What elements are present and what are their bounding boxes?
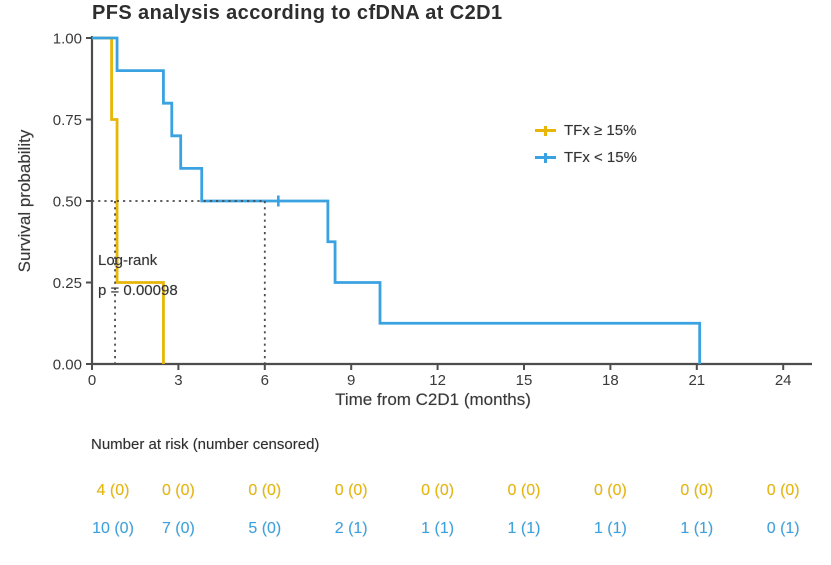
chart-title: PFS analysis according to cfDNA at C2D1 (92, 2, 503, 24)
risk-cell: 1 (1) (507, 520, 541, 537)
x-tick-label: 0 (88, 372, 96, 389)
risk-cell: 1 (1) (680, 520, 714, 537)
risk-cell: 0 (0) (507, 482, 541, 499)
legend-item-tfx-high: TFx ≥ 15% (535, 117, 637, 144)
legend-line-plus-icon (535, 152, 556, 163)
risk-cell: 1 (1) (593, 520, 627, 537)
risk-cell: 7 (0) (161, 520, 195, 537)
risk-cell: 0 (0) (766, 482, 800, 499)
risk-cell: 0 (0) (248, 482, 282, 499)
km-curve-tfx-high (92, 36, 165, 364)
legend-censor-tick (544, 125, 547, 136)
x-tick-label: 24 (775, 372, 792, 389)
x-tick-label: 18 (602, 372, 619, 389)
logrank-annotation: Log-rank p = 0.00098 (98, 252, 178, 312)
x-tick-label: 6 (261, 372, 269, 389)
pvalue-label: p = 0.00098 (98, 282, 178, 299)
risk-cell: 5 (0) (248, 520, 282, 537)
legend-line-plus-icon (535, 125, 556, 136)
legend-item-tfx-low: TFx < 15% (535, 144, 637, 171)
risk-cell: 4 (0) (96, 482, 130, 499)
risk-cell: 0 (0) (593, 482, 627, 499)
x-tick-label: 21 (688, 372, 705, 389)
risk-cell: 10 (0) (92, 520, 134, 537)
risk-row-tfx-low: 10 (0) 7 (0) 5 (0) 2 (1) 1 (1) 1 (1) 1 (1) 1 (1… (0, 520, 831, 540)
legend-label: TFx < 15% (564, 149, 637, 166)
logrank-label: Log-rank (98, 252, 158, 269)
x-axis-title: Time from C2D1 (months) (335, 390, 531, 409)
y-tick-label: 0.75 (53, 112, 82, 129)
y-tick-label: 0.50 (53, 194, 82, 211)
y-tick-label: 1.00 (53, 31, 82, 48)
km-curve-tfx-low (92, 36, 702, 364)
risk-row-tfx-high: 4 (0) 0 (0) 0 (0) 0 (0) 0 (0) 0 (0) 0 (0) 0 (0)… (0, 482, 831, 502)
x-tick-label: 9 (347, 372, 355, 389)
x-tick-label: 3 (174, 372, 182, 389)
legend-censor-tick (544, 152, 547, 163)
km-plot-area: 0.00 0.25 0.50 0.75 1.00 0 3 6 9 12 15 18 21 24 (53, 31, 812, 389)
x-tick-label: 15 (516, 372, 533, 389)
risk-table-header: Number at risk (number censored) (91, 436, 320, 453)
x-tick-label: 12 (429, 372, 446, 389)
risk-cell: 0 (1) (766, 520, 800, 537)
risk-cell: 0 (0) (161, 482, 195, 499)
risk-cell: 0 (0) (680, 482, 714, 499)
risk-cell: 0 (0) (421, 482, 455, 499)
y-tick-label: 0.00 (53, 357, 82, 374)
risk-cell: 2 (1) (334, 520, 368, 537)
risk-cell: 0 (0) (334, 482, 368, 499)
risk-cell: 1 (1) (421, 520, 455, 537)
y-tick-label: 0.25 (53, 275, 82, 292)
legend-label: TFx ≥ 15% (564, 122, 637, 139)
legend: TFx ≥ 15% TFx < 15% (535, 117, 637, 171)
